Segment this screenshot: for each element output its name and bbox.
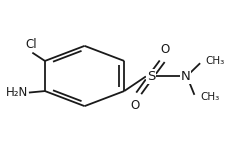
Text: S: S xyxy=(147,70,155,83)
Text: Cl: Cl xyxy=(26,38,37,51)
Text: O: O xyxy=(160,43,169,56)
Text: O: O xyxy=(130,99,139,112)
Text: H₂N: H₂N xyxy=(6,86,28,99)
Text: CH₃: CH₃ xyxy=(200,92,219,102)
Text: N: N xyxy=(180,70,190,83)
Text: CH₃: CH₃ xyxy=(206,56,225,66)
